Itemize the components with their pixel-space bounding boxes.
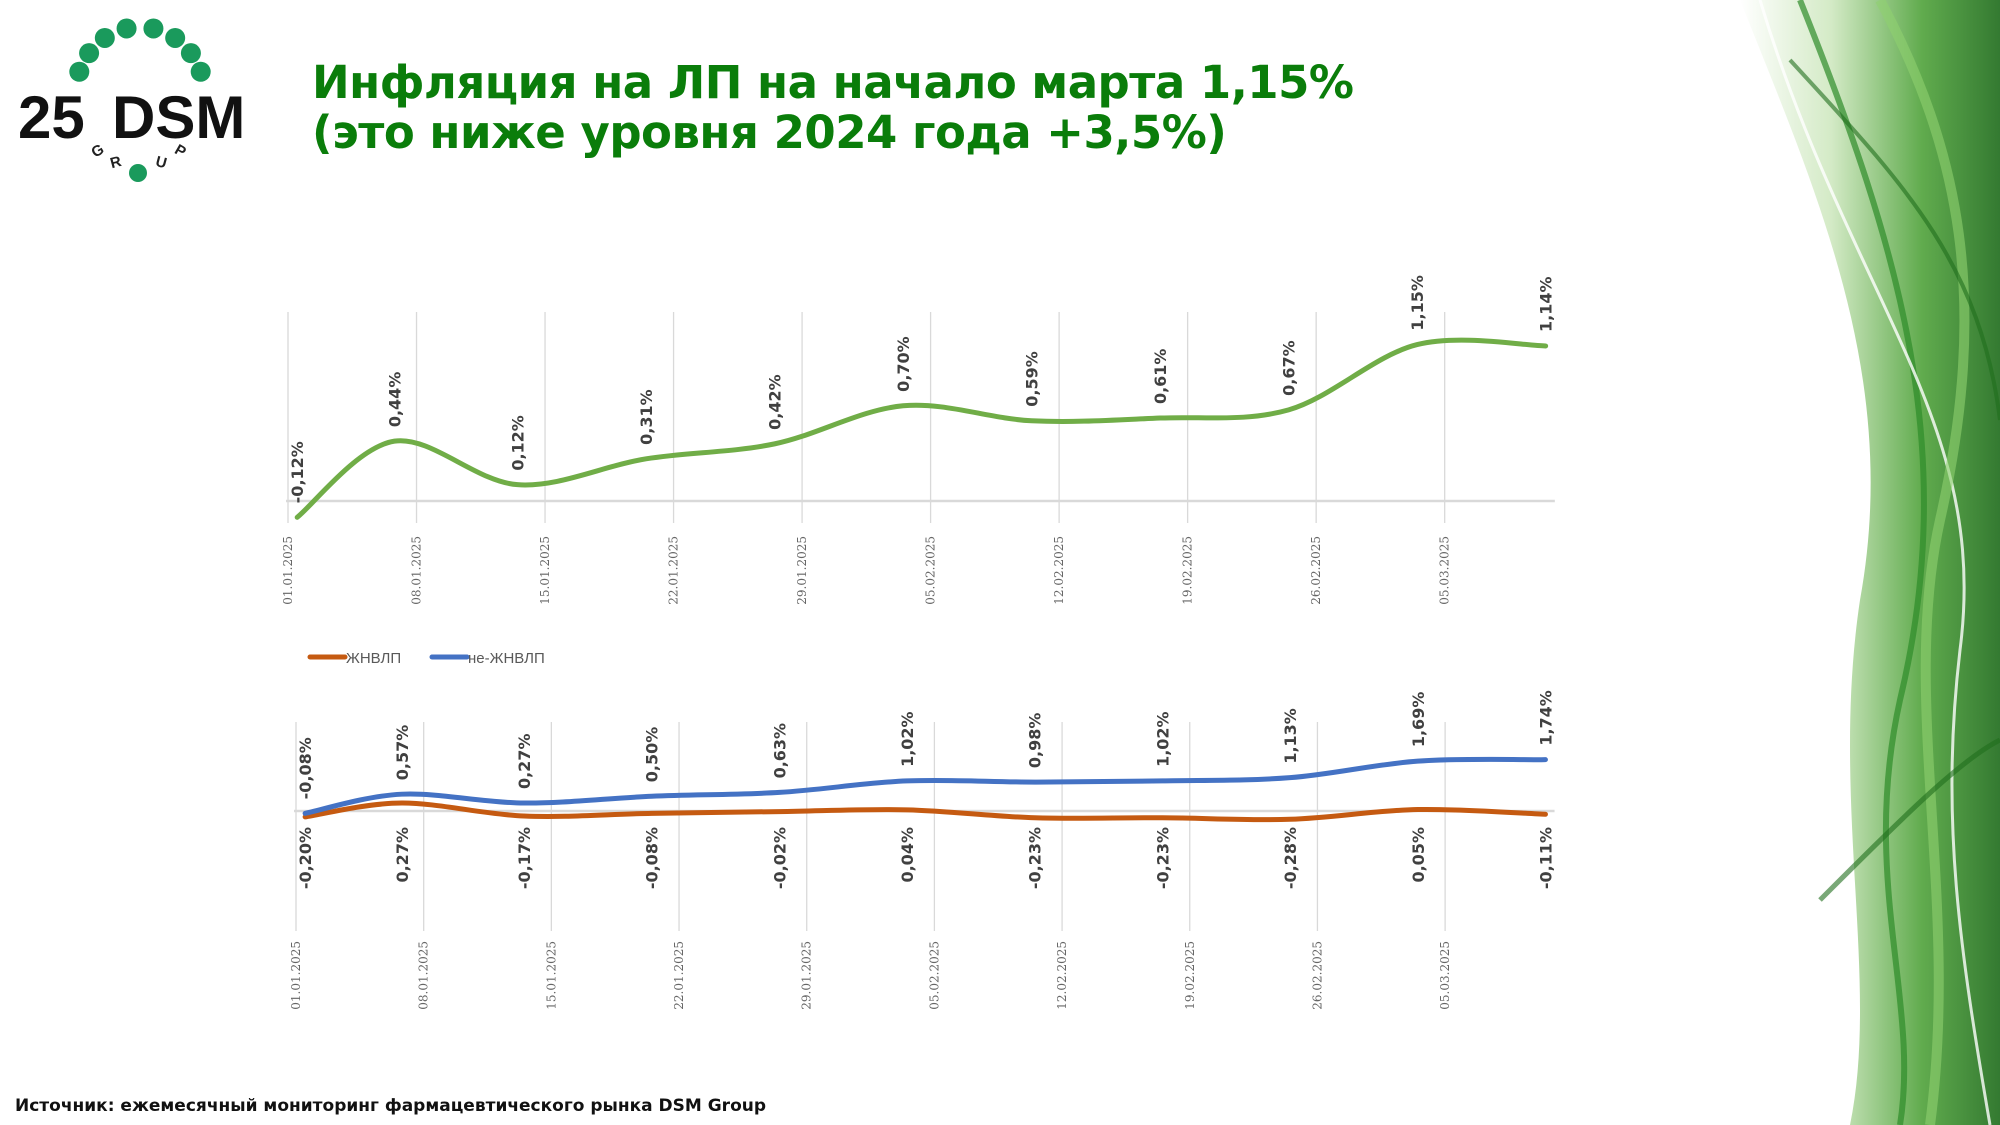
source-footnote: Источник: ежемесячный мониторинг фармаце…	[15, 1096, 767, 1116]
data-label: -0,23%	[1153, 827, 1172, 889]
data-label: 0,12%	[509, 415, 528, 471]
data-label: 1,14%	[1537, 276, 1556, 332]
data-label: 1,02%	[1153, 711, 1172, 767]
x-tick-label: 29.01.2025	[795, 536, 809, 605]
data-label: 0,70%	[894, 336, 913, 392]
data-label: -0,08%	[296, 737, 315, 799]
vital-nonvital-chart: 01.01.2025 08.01.2025 15.01.2025 22.01.2025…	[289, 690, 1555, 1010]
x-tick-label: 26.02.2025	[1309, 536, 1323, 605]
x-tick-label: 22.01.2025	[672, 941, 686, 1010]
data-label: 0,63%	[770, 723, 789, 779]
legend-nonvital-label: не-ЖНВЛП	[468, 650, 545, 667]
x-tick-label: 22.01.2025	[667, 536, 681, 605]
series-line-0	[302, 800, 1548, 823]
x-tick-label: 12.02.2025	[1055, 941, 1069, 1010]
data-label: 0,27%	[393, 827, 412, 883]
data-label: 0,61%	[1151, 349, 1170, 405]
logo-sub-letter: U	[154, 153, 169, 172]
x-tick-label: 05.03.2025	[1438, 536, 1452, 605]
x-tick-label: 01.01.2025	[281, 536, 295, 605]
dsm-group-logo: 25 DSM GR UP	[18, 18, 245, 182]
data-label: 1,15%	[1408, 275, 1427, 331]
data-label: 0,31%	[637, 389, 656, 445]
data-label: 0,05%	[1409, 827, 1428, 883]
data-label: 1,02%	[898, 711, 917, 767]
data-label: 0,04%	[898, 827, 917, 883]
x-tick-label: 12.02.2025	[1052, 536, 1066, 605]
total-inflation-chart: 01.01.2025 08.01.2025 15.01.2025 22.01.2025…	[281, 275, 1556, 605]
data-label: 0,98%	[1026, 713, 1045, 769]
data-label: 0,67%	[1280, 340, 1299, 396]
decorative-green-swirl	[1740, 0, 2000, 1125]
x-tick-label: 26.02.2025	[1310, 941, 1324, 1010]
data-label: 1,74%	[1536, 690, 1555, 746]
data-label: -0,12%	[288, 441, 307, 503]
x-tick-label: 19.02.2025	[1183, 941, 1197, 1010]
logo-dot	[79, 43, 100, 64]
x-tick-label: 05.03.2025	[1438, 941, 1452, 1010]
slide-title: Инфляция на ЛП на начало марта 1,15% (эт…	[312, 58, 1354, 158]
data-label: 0,50%	[643, 727, 662, 783]
series-line-0	[294, 337, 1549, 520]
data-label: -0,28%	[1281, 827, 1300, 889]
x-tick-label: 29.01.2025	[800, 941, 814, 1010]
series-line-1	[302, 756, 1548, 816]
data-label: -0,20%	[296, 827, 315, 889]
data-label: 1,13%	[1281, 708, 1300, 764]
x-tick-label: 19.02.2025	[1181, 536, 1195, 605]
x-tick-label: 15.01.2025	[538, 536, 552, 605]
data-label: 0,44%	[385, 372, 404, 428]
logo-sub-letter: G	[88, 141, 107, 162]
logo-dot	[116, 18, 137, 39]
legend-vital-label: ЖНВЛП	[346, 650, 401, 667]
data-label: 1,69%	[1409, 692, 1428, 748]
data-label: -0,17%	[515, 827, 534, 889]
logo-dot	[94, 27, 115, 48]
data-label: 0,42%	[766, 374, 785, 430]
logo-dot	[180, 43, 201, 64]
data-label: 0,57%	[393, 725, 412, 781]
data-label: -0,02%	[770, 827, 789, 889]
data-label: -0,08%	[643, 827, 662, 889]
x-tick-label: 08.01.2025	[417, 941, 431, 1010]
logo-number: 25	[18, 84, 85, 151]
logo-dot	[129, 164, 147, 182]
title-line-1: Инфляция на ЛП на начало марта 1,15%	[312, 56, 1354, 109]
logo-dot	[165, 27, 186, 48]
logo-dot	[143, 18, 164, 39]
legend: ЖНВЛП не-ЖНВЛП	[307, 650, 545, 667]
data-label: 0,59%	[1023, 351, 1042, 407]
logo-sub-letter: R	[108, 153, 123, 172]
data-label: -0,11%	[1536, 827, 1555, 889]
title-line-2: (это ниже уровня 2024 года +3,5%)	[312, 106, 1227, 159]
logo-brand: DSM	[112, 84, 245, 151]
x-tick-label: 05.02.2025	[924, 536, 938, 605]
x-tick-label: 01.01.2025	[289, 941, 303, 1010]
data-label: -0,23%	[1026, 827, 1045, 889]
data-label: 0,27%	[515, 734, 534, 790]
x-tick-label: 05.02.2025	[927, 941, 941, 1010]
logo-dot	[190, 61, 211, 82]
logo-dot	[69, 61, 90, 82]
x-tick-label: 15.01.2025	[544, 941, 558, 1010]
x-tick-label: 08.01.2025	[410, 536, 424, 605]
